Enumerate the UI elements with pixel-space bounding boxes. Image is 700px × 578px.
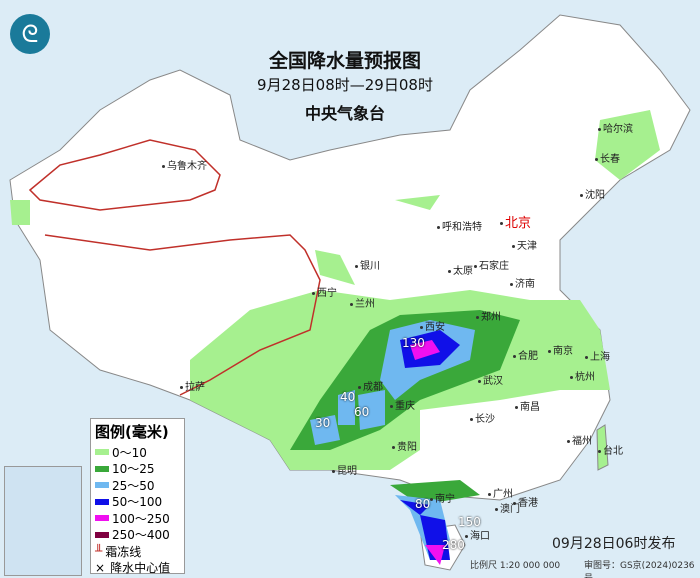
- map-issuer: 中央气象台: [304, 104, 385, 123]
- city-label: 南京: [548, 342, 573, 357]
- city-label: 重庆: [390, 397, 415, 412]
- city-label: 西安: [420, 318, 445, 333]
- city-label: 郑州: [476, 308, 501, 323]
- map-period: 9月28日08时—29日08时: [257, 76, 433, 94]
- city-label: 台北: [598, 442, 623, 457]
- legend-label: 25～50: [112, 478, 155, 493]
- map-title: 全国降水量预报图: [268, 50, 421, 72]
- scale: 比例尺 1:20 000 000: [470, 561, 561, 571]
- city-label: 西宁: [312, 284, 337, 299]
- city-label: 天津: [512, 237, 537, 252]
- legend-label: 100～250: [112, 511, 170, 526]
- city-label: 呼和浩特: [437, 218, 482, 233]
- city-label: 拉萨: [180, 378, 205, 393]
- city-label: 成都: [358, 378, 383, 393]
- city-label: 长沙: [470, 410, 495, 425]
- city-label: 贵阳: [392, 438, 417, 453]
- legend-item: 100～250: [95, 510, 180, 527]
- legend-label: 10～25: [112, 462, 155, 477]
- rain-center-value: 30: [315, 416, 331, 430]
- city-label: 哈尔滨: [598, 120, 633, 135]
- city-label: 香港: [513, 494, 538, 509]
- legend-item: 25～50: [95, 477, 180, 494]
- rain-center-value: 60: [354, 405, 370, 419]
- legend-item: 10～25: [95, 461, 180, 478]
- city-label: 海口: [465, 527, 490, 542]
- legend-item: 250～400: [95, 527, 180, 544]
- city-label: 澳门: [495, 500, 520, 515]
- city-label: 济南: [510, 275, 535, 290]
- legend-swatch: [95, 498, 109, 505]
- rain-center-value: 40: [340, 390, 356, 404]
- legend-title: 图例(毫米): [95, 423, 169, 441]
- rain-center-value: 280: [442, 538, 465, 552]
- city-label: 杭州: [570, 368, 595, 383]
- legend-item: 50～100: [95, 494, 180, 511]
- city-label: 福州: [567, 432, 592, 447]
- legend-label: 50～100: [112, 495, 163, 510]
- legend-frost: ╨ 霜冻线: [95, 544, 142, 559]
- legend-swatch: [95, 482, 109, 489]
- city-label: 太原: [448, 262, 473, 277]
- city-label: 武汉: [478, 372, 503, 387]
- legend-swatch: [95, 515, 109, 522]
- city-label: 南宁: [430, 490, 455, 505]
- city-label: 银川: [355, 257, 380, 272]
- rain-center-value: 80: [415, 497, 431, 511]
- legend-label: 250～400: [112, 528, 170, 543]
- city-label: 上海: [585, 348, 610, 363]
- legend-swatch: [95, 531, 109, 538]
- legend-label: 0～10: [112, 445, 147, 460]
- legend-swatch: [95, 449, 109, 456]
- city-label: 兰州: [350, 295, 375, 310]
- city-label: 长春: [595, 150, 620, 165]
- city-label: 南昌: [515, 398, 540, 413]
- city-label: 广州: [488, 485, 513, 500]
- issue-time: 09月28日06时发布: [552, 536, 676, 552]
- city-label: 昆明: [332, 462, 357, 477]
- city-label: 沈阳: [580, 186, 605, 201]
- legend-swatch: [95, 465, 109, 472]
- cma-logo: ᘓ: [10, 14, 50, 54]
- south-china-sea-inset: [4, 466, 82, 576]
- city-label: 北京: [500, 212, 531, 231]
- legend-center: × 降水中心值: [95, 560, 171, 576]
- rain-center-value: 130: [402, 336, 425, 350]
- legend: 图例(毫米) 0～10 10～25 25～50 50～100 100～250 250～40…: [90, 418, 185, 576]
- city-label: 乌鲁木齐: [162, 157, 207, 172]
- frost-line: [28, 139, 321, 396]
- city-label: 石家庄: [474, 257, 509, 272]
- legend-item: 0～10: [95, 444, 180, 461]
- city-label: 合肥: [513, 347, 538, 362]
- rain-50-100: [400, 330, 460, 560]
- review-number: 审图号：GS京(2024)0236号: [584, 561, 695, 578]
- rain-center-value: 150: [458, 515, 481, 529]
